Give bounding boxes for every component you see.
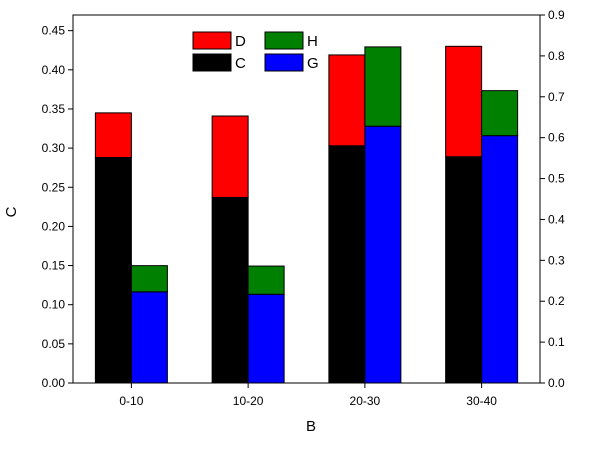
y-left-tick-label: 0.00 xyxy=(42,376,66,390)
y-left-tick-label: 0.30 xyxy=(42,141,66,155)
y-left-tick-label: 0.05 xyxy=(42,337,66,351)
bar-D-0-10 xyxy=(94,112,132,159)
legend: D H C G xyxy=(192,31,319,72)
legend-swatch-D xyxy=(192,31,232,50)
bar-H-20-30 xyxy=(364,46,402,127)
y-left-tick-label: 0.15 xyxy=(42,259,66,273)
ticks-layer: 0.00 0.05 0.10 0.15 0.20 0.25 0.30 0.35 0.40 0.45… xyxy=(42,8,565,408)
bar-G-0-10 xyxy=(130,291,168,384)
bar-H-10-20 xyxy=(247,265,285,295)
y-left-tick-label: 0.35 xyxy=(42,102,66,116)
bar-H-0-10 xyxy=(130,265,168,293)
legend-label-G: G xyxy=(307,55,319,72)
x-tick-label: 30-40 xyxy=(466,394,497,408)
y-left-tick-label: 0.45 xyxy=(42,24,66,38)
y-left-tick-label: 0.20 xyxy=(42,219,66,233)
bar-G-30-40 xyxy=(481,135,519,384)
bars-layer xyxy=(94,45,519,384)
bar-G-10-20 xyxy=(247,293,285,384)
y-right-tick-label: 0.1 xyxy=(548,335,565,349)
legend-label-D: D xyxy=(235,33,246,50)
y-left-tick-label: 0.10 xyxy=(42,298,66,312)
y-right-tick-label: 0.2 xyxy=(548,294,565,308)
bar-G-20-30 xyxy=(364,125,402,384)
y-right-tick-label: 0.4 xyxy=(548,212,565,226)
x-tick-label: 10-20 xyxy=(233,394,264,408)
y-left-tick-label: 0.25 xyxy=(42,180,66,194)
bar-C-30-40 xyxy=(445,156,483,384)
legend-label-H: H xyxy=(307,33,318,50)
y-right-tick-label: 0.5 xyxy=(548,172,565,186)
y-right-tick-label: 0.6 xyxy=(548,131,565,145)
x-tick-label: 20-30 xyxy=(350,394,381,408)
plot-frame xyxy=(72,14,541,384)
x-axis-title: B xyxy=(306,418,316,435)
y-left-tick-label: 0.40 xyxy=(42,63,66,77)
legend-swatch-C xyxy=(192,53,232,72)
bar-C-0-10 xyxy=(94,157,132,384)
bar-D-30-40 xyxy=(445,45,483,158)
bar-D-10-20 xyxy=(211,115,249,198)
y-right-tick-label: 0.9 xyxy=(548,8,565,22)
legend-swatch-G xyxy=(264,53,304,72)
y-right-tick-label: 0.0 xyxy=(548,376,565,390)
legend-label-C: C xyxy=(235,55,246,72)
y-right-tick-label: 0.7 xyxy=(548,90,565,104)
y-right-tick-label: 0.8 xyxy=(548,49,565,63)
y-axis-title: C xyxy=(3,206,20,217)
bar-D-20-30 xyxy=(328,54,366,147)
legend-swatch-H xyxy=(264,31,304,50)
bar-H-30-40 xyxy=(481,90,519,137)
bar-C-10-20 xyxy=(211,196,249,384)
x-tick-label: 0-10 xyxy=(119,394,143,408)
y-right-tick-label: 0.3 xyxy=(548,253,565,267)
bar-C-20-30 xyxy=(328,145,366,384)
